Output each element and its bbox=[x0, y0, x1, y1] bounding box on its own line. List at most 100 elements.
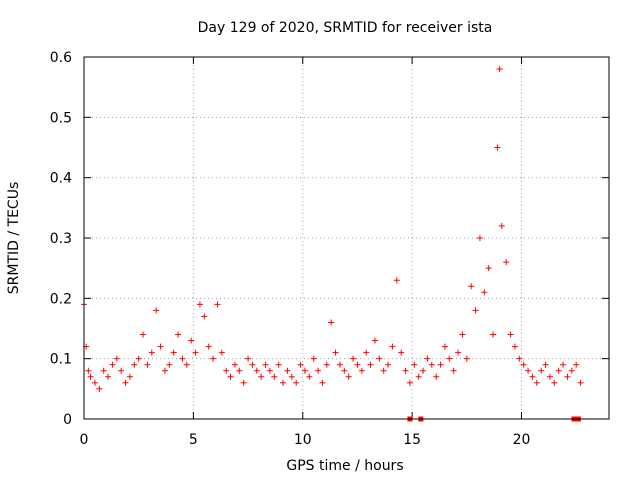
x-tick-label: 10 bbox=[294, 432, 312, 448]
data-point bbox=[293, 379, 300, 386]
y-tick-label: 0.2 bbox=[50, 291, 72, 307]
data-point bbox=[507, 331, 514, 338]
data-point bbox=[542, 361, 549, 368]
data-point bbox=[262, 361, 269, 368]
data-point bbox=[367, 361, 374, 368]
data-point bbox=[183, 361, 190, 368]
data-point bbox=[476, 235, 483, 241]
data-point bbox=[560, 361, 567, 368]
data-point bbox=[332, 349, 339, 356]
data-point bbox=[249, 361, 256, 368]
data-point bbox=[555, 367, 562, 374]
data-point bbox=[468, 283, 475, 290]
data-point bbox=[201, 313, 208, 320]
data-point bbox=[96, 385, 103, 392]
data-point bbox=[551, 379, 558, 386]
data-point bbox=[113, 355, 120, 362]
data-point bbox=[245, 355, 252, 362]
data-point bbox=[455, 349, 462, 356]
data-point bbox=[196, 301, 203, 308]
data-point bbox=[496, 66, 503, 73]
data-point bbox=[433, 373, 440, 380]
data-point bbox=[525, 367, 532, 374]
data-point bbox=[301, 367, 308, 374]
data-point bbox=[345, 373, 352, 380]
data-point bbox=[393, 277, 400, 284]
data-point bbox=[428, 361, 435, 368]
data-point bbox=[516, 355, 523, 362]
y-tick-label: 0.5 bbox=[50, 110, 72, 126]
data-point bbox=[105, 373, 112, 380]
data-point bbox=[87, 373, 94, 380]
data-point bbox=[306, 373, 313, 380]
data-point bbox=[411, 361, 418, 368]
data-point bbox=[223, 367, 230, 374]
data-point bbox=[568, 367, 575, 374]
data-point bbox=[459, 331, 466, 338]
data-point bbox=[227, 373, 234, 380]
data-point bbox=[371, 337, 378, 344]
data-point bbox=[91, 379, 98, 386]
data-point bbox=[441, 343, 448, 350]
data-point bbox=[118, 367, 125, 374]
data-point bbox=[319, 379, 326, 386]
data-point bbox=[218, 349, 225, 356]
data-point bbox=[498, 222, 505, 229]
data-points bbox=[81, 66, 584, 422]
data-point bbox=[131, 361, 138, 368]
data-point bbox=[490, 331, 497, 338]
y-axis-label: SRMTID / TECUs bbox=[6, 182, 22, 295]
data-point bbox=[135, 355, 142, 362]
data-point bbox=[275, 361, 282, 368]
data-point bbox=[520, 361, 527, 368]
data-point bbox=[157, 343, 164, 350]
data-point bbox=[253, 367, 260, 374]
y-tick-label: 0.4 bbox=[50, 171, 72, 187]
x-axis-label: GPS time / hours bbox=[286, 458, 403, 474]
data-point bbox=[481, 289, 488, 296]
data-point bbox=[511, 343, 518, 350]
data-point bbox=[284, 367, 291, 374]
data-point bbox=[297, 361, 304, 368]
data-point bbox=[380, 367, 387, 374]
data-point bbox=[494, 144, 501, 151]
data-point bbox=[533, 379, 540, 386]
x-tick-label: 20 bbox=[513, 432, 531, 448]
data-point bbox=[350, 355, 357, 362]
data-point bbox=[385, 361, 392, 368]
data-point bbox=[358, 367, 365, 374]
data-point bbox=[538, 367, 545, 374]
data-point bbox=[336, 361, 343, 368]
data-point bbox=[450, 367, 457, 374]
data-point bbox=[341, 367, 348, 374]
data-point bbox=[126, 373, 133, 380]
y-tick-label: 0.3 bbox=[50, 231, 72, 247]
x-tick-label: 15 bbox=[403, 432, 421, 448]
data-point bbox=[148, 349, 155, 356]
data-point bbox=[122, 379, 129, 386]
data-point bbox=[175, 331, 182, 338]
data-point bbox=[472, 307, 479, 314]
y-tick-label: 0.1 bbox=[50, 352, 72, 368]
y-tick-label: 0 bbox=[63, 412, 72, 428]
data-point bbox=[546, 373, 553, 380]
data-point bbox=[109, 361, 116, 368]
data-point bbox=[271, 373, 278, 380]
data-point bbox=[310, 355, 317, 362]
data-point bbox=[323, 361, 330, 368]
data-point bbox=[406, 379, 413, 386]
data-point bbox=[446, 355, 453, 362]
data-point bbox=[258, 373, 265, 380]
data-point bbox=[363, 349, 370, 356]
data-point bbox=[236, 367, 243, 374]
data-point bbox=[402, 367, 409, 374]
data-point bbox=[420, 367, 427, 374]
data-point bbox=[463, 355, 470, 362]
data-point bbox=[573, 361, 580, 368]
data-point bbox=[100, 367, 107, 374]
data-point bbox=[166, 361, 173, 368]
data-point bbox=[85, 367, 92, 374]
data-point bbox=[144, 361, 151, 368]
x-tick-label: 5 bbox=[189, 432, 198, 448]
